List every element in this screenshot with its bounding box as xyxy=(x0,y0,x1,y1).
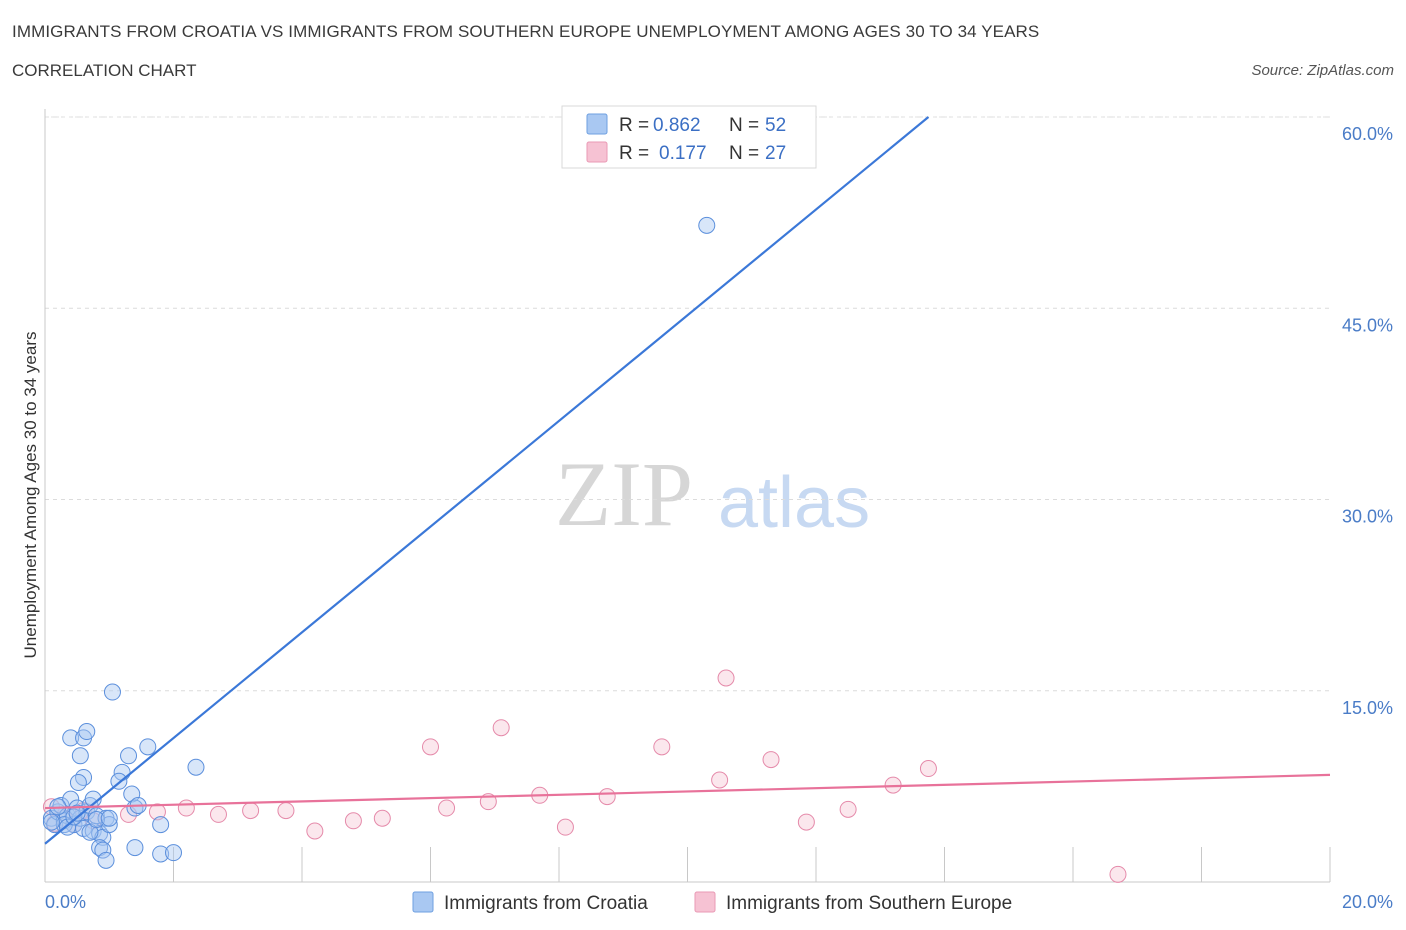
point-southern-europe xyxy=(717,669,735,687)
point-croatia xyxy=(68,804,86,822)
point-southern-europe xyxy=(422,738,439,756)
legend-swatch-pink xyxy=(586,141,608,163)
correlation-legend: R = 0.862 N = 52 R = 0.177 N = 27 xyxy=(561,105,817,169)
trend-line-southern-europe xyxy=(44,773,1331,810)
watermark: ZIP atlas xyxy=(555,443,870,545)
y-tick-label: 30.0% xyxy=(1342,507,1393,527)
point-croatia xyxy=(62,729,80,747)
point-southern-europe xyxy=(556,818,574,836)
legend-label-croatia: Immigrants from Croatia xyxy=(444,893,648,914)
point-croatia xyxy=(46,816,64,834)
point-croatia xyxy=(126,839,144,857)
data-points xyxy=(42,216,1127,883)
point-croatia xyxy=(152,816,170,834)
legend-swatch-southern-europe xyxy=(694,891,716,913)
legend-n-label-2: N = xyxy=(729,143,759,164)
point-croatia xyxy=(165,844,182,862)
point-croatia xyxy=(100,816,118,834)
x-tick-label-max: 20.0% xyxy=(1342,892,1393,912)
legend-r-label-2: R = xyxy=(619,143,649,164)
point-southern-europe xyxy=(438,799,456,817)
point-croatia xyxy=(75,768,93,786)
point-southern-europe xyxy=(148,803,166,821)
point-southern-europe xyxy=(762,751,780,769)
x-tick-label-min: 0.0% xyxy=(45,892,86,912)
point-southern-europe xyxy=(373,809,391,827)
point-southern-europe xyxy=(277,802,295,820)
point-southern-europe xyxy=(797,813,815,831)
trend-lines xyxy=(44,116,1331,845)
legend-n-label-1: N = xyxy=(729,115,759,136)
point-southern-europe xyxy=(1109,865,1127,883)
point-southern-europe xyxy=(492,719,510,737)
point-croatia xyxy=(698,216,716,234)
y-axis-label: Unemployment Among Ages 30 to 34 years xyxy=(21,332,40,659)
legend-label-southern-europe: Immigrants from Southern Europe xyxy=(726,893,1012,914)
watermark-atlas: atlas xyxy=(718,463,870,543)
point-southern-europe xyxy=(653,738,671,756)
legend-n-value-2: 27 xyxy=(765,143,786,164)
point-croatia xyxy=(71,747,89,765)
point-southern-europe xyxy=(177,799,195,817)
series-legend: Immigrants from Croatia Immigrants from … xyxy=(412,891,1012,914)
trend-line-croatia xyxy=(44,116,930,845)
source-label: Source: ZipAtlas.com xyxy=(1251,62,1394,79)
legend-swatch-blue xyxy=(586,113,608,135)
point-croatia xyxy=(94,841,112,859)
y-tick-label: 45.0% xyxy=(1342,315,1393,335)
point-croatia xyxy=(187,758,205,776)
chart-title: IMMIGRANTS FROM CROATIA VS IMMIGRANTS FR… xyxy=(12,22,1040,41)
legend-n-value-1: 52 xyxy=(765,115,786,136)
legend-swatch-croatia xyxy=(412,891,434,913)
point-croatia xyxy=(97,851,115,869)
point-southern-europe xyxy=(598,788,616,806)
point-croatia xyxy=(139,738,157,756)
point-croatia xyxy=(126,799,144,817)
point-southern-europe xyxy=(242,802,260,820)
point-croatia xyxy=(78,723,96,741)
y-tick-labels: 15.0% 30.0% 45.0% 60.0% xyxy=(1342,124,1393,718)
point-croatia xyxy=(42,813,60,831)
point-croatia xyxy=(87,811,105,829)
point-croatia xyxy=(69,774,87,792)
chart-subtitle: CORRELATION CHART xyxy=(12,61,197,80)
point-southern-europe xyxy=(711,771,729,789)
point-croatia xyxy=(103,683,121,701)
point-southern-europe xyxy=(919,760,937,778)
legend-r-value-1: 0.862 xyxy=(653,115,701,136)
point-southern-europe xyxy=(344,812,362,830)
point-southern-europe xyxy=(209,805,227,823)
x-tick-labels: 0.0% 20.0% xyxy=(45,892,1393,912)
point-croatia xyxy=(120,747,138,765)
y-tick-label: 15.0% xyxy=(1342,698,1393,718)
point-southern-europe xyxy=(839,800,857,818)
point-southern-europe xyxy=(306,822,324,840)
watermark-zip: ZIP xyxy=(555,443,693,545)
point-croatia xyxy=(100,809,118,827)
gridlines xyxy=(45,116,1330,692)
legend-r-label-1: R = xyxy=(619,115,649,136)
point-croatia xyxy=(152,845,170,863)
legend-r-value-2: 0.177 xyxy=(659,143,707,164)
y-tick-label: 60.0% xyxy=(1342,124,1393,144)
